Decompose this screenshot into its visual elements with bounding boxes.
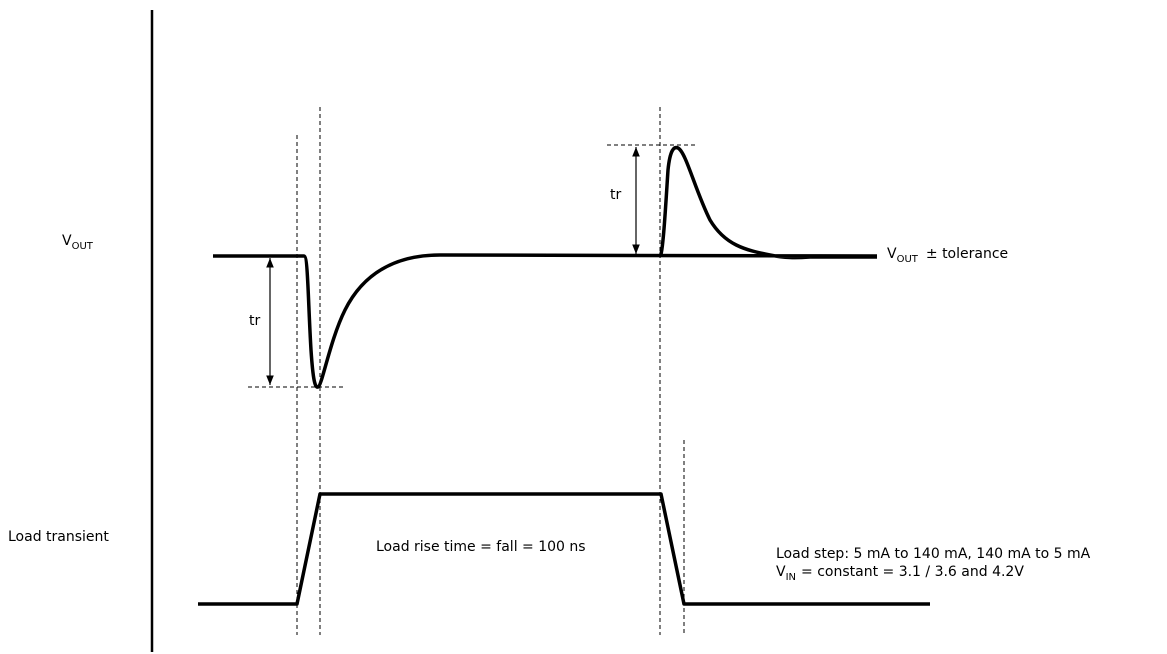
- vout-label: VOUT: [62, 233, 94, 252]
- rise-time-note: Load rise time = fall = 100 ns: [376, 539, 586, 555]
- load-waveform: [198, 492, 930, 606]
- load-transient-label: Load transient: [8, 529, 109, 545]
- load-step-note: Load step: 5 mA to 140 mA, 140 mA to 5 m…: [776, 546, 1091, 562]
- tr-label: tr: [610, 187, 621, 203]
- vin-note: VIN = constant = 3.1 / 3.6 and 4.2V: [776, 564, 1024, 583]
- vout-tolerance: VOUT ± tolerance: [887, 246, 1008, 265]
- tr-label: tr: [249, 313, 260, 329]
- vout-waveform: [213, 145, 878, 389]
- guides: [248, 107, 696, 635]
